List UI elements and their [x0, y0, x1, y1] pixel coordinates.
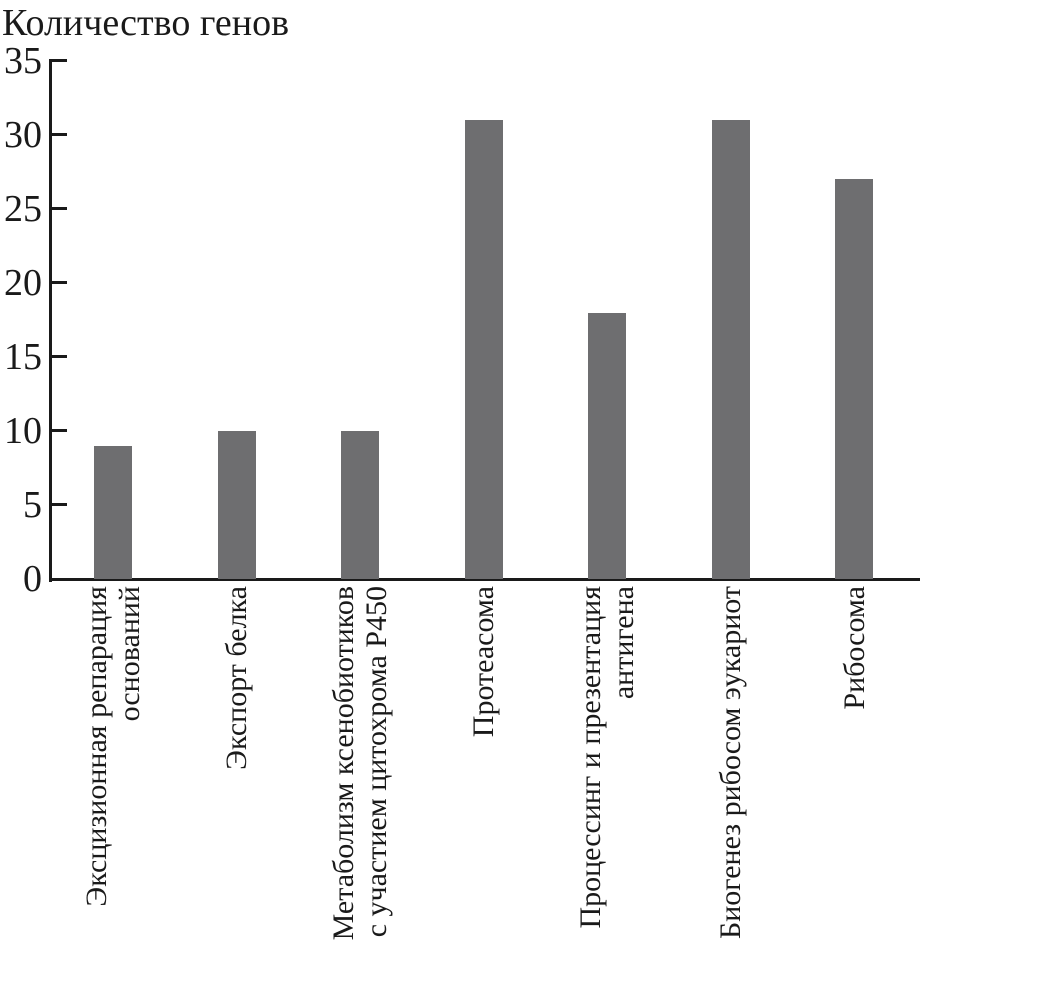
bar — [94, 446, 132, 579]
category-label-line: Метаболизм ксенобиотиков — [327, 586, 360, 941]
y-axis-tick — [49, 355, 67, 358]
category-label: Рибосома — [838, 586, 871, 986]
category-label-line: антигена — [607, 586, 640, 700]
category-label: Эксцизионная репарация оснований — [80, 586, 146, 986]
category-label: Протеасома — [467, 586, 500, 986]
category-label-line: Процессинг и презентация — [574, 586, 607, 929]
category-label: Метаболизм ксенобиотиков с участием цитох… — [327, 586, 393, 986]
bar — [588, 313, 626, 579]
y-axis-tick — [49, 503, 67, 506]
y-axis-tick — [49, 59, 67, 62]
chart-title: Количество генов — [2, 2, 290, 44]
category-label: Экспорт белка — [220, 586, 253, 986]
bar — [712, 120, 750, 579]
y-tick-label: 20 — [4, 262, 42, 304]
category-label-line: с участием цитохрома Р450 — [360, 586, 393, 938]
category-label: Биогенез рибосом эукариот — [714, 586, 747, 986]
y-tick-label: 15 — [4, 336, 42, 378]
bar — [465, 120, 503, 579]
y-tick-label: 5 — [23, 484, 42, 526]
bar — [341, 431, 379, 579]
y-tick-label: 30 — [4, 114, 42, 156]
category-label-line: Рибосома — [838, 586, 871, 710]
category-label-line: оснований — [113, 586, 146, 722]
y-axis-tick — [49, 207, 67, 210]
bar — [218, 431, 256, 579]
y-tick-label: 35 — [4, 40, 42, 82]
bar — [835, 179, 873, 579]
y-tick-label: 25 — [4, 188, 42, 230]
category-label: Процессинг и презентация антигена — [574, 586, 640, 986]
category-label-line: Экспорт белка — [220, 586, 253, 770]
y-tick-label: 10 — [4, 410, 42, 452]
y-axis-line — [49, 61, 52, 582]
category-label-line: Протеасома — [467, 586, 500, 738]
category-label-line: Эксцизионная репарация — [80, 586, 113, 907]
y-axis-tick — [49, 133, 67, 136]
y-axis-tick — [49, 429, 67, 432]
y-tick-label: 0 — [23, 558, 42, 600]
x-axis-line — [49, 578, 920, 581]
y-axis-tick — [49, 281, 67, 284]
category-label-line: Биогенез рибосом эукариот — [714, 586, 747, 939]
